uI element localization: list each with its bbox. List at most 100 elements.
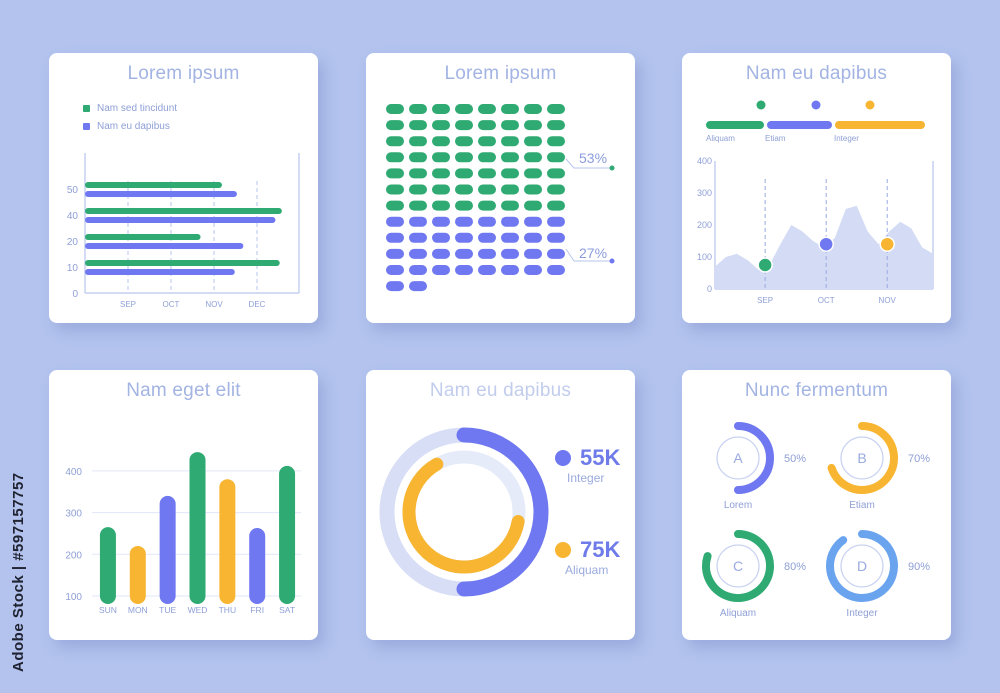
dot-green <box>547 200 565 211</box>
dot-blue <box>409 232 427 243</box>
dot-blue <box>547 216 565 227</box>
x-tick-label: NOV <box>205 300 223 309</box>
dot-green <box>501 184 519 195</box>
dot-green <box>547 104 565 114</box>
dot-green <box>524 168 542 179</box>
chart-title: Nunc fermentum <box>744 380 889 401</box>
dot-blue <box>478 248 496 259</box>
x-tick-label: WED <box>188 605 208 615</box>
gauge-center <box>840 436 884 480</box>
value-label-yellow: 75K <box>580 537 621 562</box>
dot-green <box>547 168 565 179</box>
bar <box>249 528 266 604</box>
bar-series-green <box>85 182 222 188</box>
dot-blue <box>386 216 404 227</box>
dot-blue <box>501 216 519 227</box>
dot-blue <box>524 232 542 243</box>
value-label-blue: 55K <box>580 445 621 470</box>
card-horizontal-bar: Lorem ipsum Nam sed tincidunt Nam eu dap… <box>49 53 318 323</box>
dot-blue <box>478 216 496 227</box>
dot-blue <box>478 265 496 275</box>
dot-matrix-plot <box>386 104 615 292</box>
dot-blue <box>455 248 473 259</box>
dot-blue <box>455 265 473 275</box>
gauges-plot: A Lorem 50% B Etiam 70% C Aliquam 80% D Integer 90% <box>702 422 930 619</box>
dot-green <box>478 168 496 179</box>
dot-green <box>501 136 519 147</box>
gauge-letter: C <box>733 558 743 574</box>
donut-plot <box>379 427 571 597</box>
gauge-arc <box>826 530 898 602</box>
dot-green <box>386 152 404 163</box>
x-tick-label: NOV <box>879 296 897 305</box>
legend-label: Etiam <box>765 134 786 143</box>
card-area-chart: Nam eu dapibus Aliquam Etiam Integer 400 300… <box>682 53 951 323</box>
connector-line <box>565 158 612 169</box>
y-tick-label: 10 <box>67 263 79 274</box>
bar <box>99 527 116 604</box>
gauge-letter: A <box>733 450 743 466</box>
connector-line <box>565 248 612 262</box>
hbar-plot: SEP OCT NOV DEC 50 40 20 10 0 <box>67 153 300 309</box>
dot-blue <box>524 216 542 227</box>
dot-green <box>478 104 496 114</box>
bar-series-green <box>85 208 282 214</box>
dot-green <box>455 152 473 163</box>
dot-green <box>524 104 542 114</box>
chart-title: Lorem ipsum <box>127 63 240 84</box>
bar <box>159 495 176 604</box>
area-plot: Aliquam Etiam Integer 400 300 200 100 0 SEP OCT NO… <box>697 100 934 305</box>
y-tick-label: 300 <box>65 509 82 520</box>
x-tick-label: FRI <box>250 605 264 615</box>
dot-green <box>501 200 519 211</box>
dot-green <box>501 152 519 163</box>
card-dot-matrix: Lorem ipsum 53% 27% <box>366 53 635 323</box>
gauge-arc <box>702 530 774 602</box>
y-tick-label: 200 <box>697 220 712 230</box>
x-tick-label: DEC <box>249 300 266 309</box>
x-tick-label: SEP <box>757 296 773 305</box>
bar-series-green <box>85 234 201 240</box>
y-tick-label: 20 <box>67 237 79 248</box>
dot-green <box>386 104 404 114</box>
dot-green <box>386 120 404 131</box>
legend-dot <box>756 100 766 110</box>
x-tick-label: SUN <box>99 605 117 615</box>
gauge-letter: D <box>857 558 867 574</box>
dot-blue <box>501 265 519 275</box>
dot-green <box>478 200 496 211</box>
x-tick-label: OCT <box>163 300 180 309</box>
dot-green <box>478 120 496 131</box>
bar-series-blue <box>85 217 276 223</box>
dot-blue <box>386 232 404 243</box>
dot-green <box>409 168 427 179</box>
inner-ring-value <box>402 457 525 574</box>
connector-dot-green <box>609 165 615 171</box>
marker-point <box>879 236 895 252</box>
dot-green <box>455 104 473 114</box>
legend-label: Integer <box>834 134 859 143</box>
connector-dot-blue <box>609 258 615 264</box>
dot-blue <box>409 281 427 292</box>
dot-green <box>501 120 519 131</box>
gauge-arc <box>734 422 774 494</box>
legend-bar <box>835 121 925 129</box>
dot-green <box>432 136 450 147</box>
x-tick-label: SAT <box>279 605 295 615</box>
gauge-percent: 90% <box>908 561 930 573</box>
dot-green <box>386 184 404 195</box>
dot-blue <box>455 232 473 243</box>
gauge-name: Aliquam <box>720 608 756 619</box>
card-donut: Nam eu dapibus 55K Integer 75K Aliquam <box>366 370 635 640</box>
dot-green <box>501 168 519 179</box>
dot-green <box>524 136 542 147</box>
legend-swatch-green <box>83 105 90 112</box>
dot-green <box>409 200 427 211</box>
dot-green <box>455 168 473 179</box>
dot-green <box>478 136 496 147</box>
vbar-plot: 400 300 200 100 SUN MON TUE WED THU FRI SAT <box>65 452 301 615</box>
dot-green <box>432 168 450 179</box>
y-tick-label: 400 <box>65 467 82 478</box>
dot-blue <box>409 265 427 275</box>
gauge-name: Integer <box>846 608 878 619</box>
